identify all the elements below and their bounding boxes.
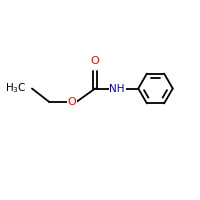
Text: NH: NH [109,84,125,94]
Text: H$_3$C: H$_3$C [5,82,26,95]
Text: O: O [91,56,100,66]
Text: O: O [68,97,77,107]
